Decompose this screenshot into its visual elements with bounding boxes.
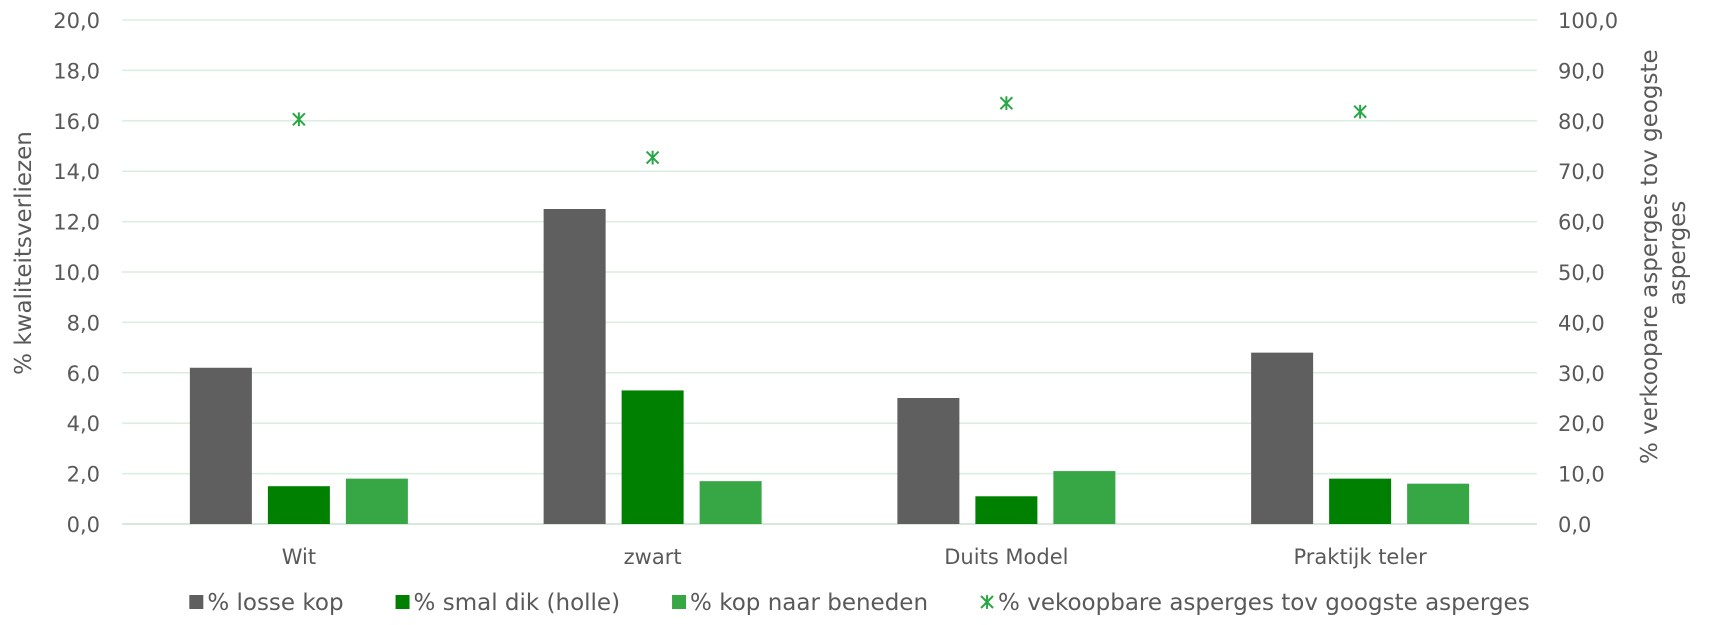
bar [1407, 483, 1470, 524]
legend: % losse kop % smal dik (holle) % kop naar … [189, 590, 1530, 616]
category-label: Duits Model [944, 545, 1068, 569]
right-tick-label: 80,0 [1558, 110, 1605, 134]
left-axis-ticks: 0,0 2,0 4,0 6,0 8,0 10,0 12,0 14,0 16,0 18,0 20,0 [53, 9, 100, 537]
left-tick-label: 10,0 [53, 261, 100, 285]
right-axis-title-line-1: % verkoopare asperges tov geogste [1637, 49, 1663, 464]
right-tick-label: 60,0 [1558, 211, 1605, 235]
right-tick-label: 0,0 [1558, 513, 1591, 537]
right-tick-label: 50,0 [1558, 261, 1605, 285]
bar [975, 496, 1038, 524]
category-labels: Wit zwart Duits Model Praktijk teler [282, 545, 1427, 569]
category-label: Praktijk teler [1294, 545, 1428, 569]
bar [345, 478, 408, 524]
right-tick-label: 70,0 [1558, 160, 1605, 184]
legend-swatch [980, 595, 994, 609]
right-axis-title-line-2: asperges [1665, 201, 1691, 306]
right-tick-label: 30,0 [1558, 362, 1605, 386]
bar [267, 486, 330, 524]
left-tick-label: 12,0 [53, 211, 100, 235]
legend-label: % losse kop [207, 590, 343, 616]
left-tick-label: 20,0 [53, 9, 100, 33]
right-tick-label: 100,0 [1558, 9, 1618, 33]
bar [189, 367, 252, 524]
scatter-marks [292, 96, 1367, 165]
left-axis-title: % kwaliteitsverliezen [11, 131, 37, 375]
bar [1251, 352, 1314, 524]
scatter-point [1353, 104, 1367, 119]
right-tick-label: 10,0 [1558, 463, 1605, 487]
bar [699, 481, 762, 524]
category-label: zwart [624, 545, 682, 569]
left-tick-label: 6,0 [67, 362, 100, 386]
scatter-point [999, 96, 1014, 111]
bar [621, 390, 684, 524]
left-tick-label: 14,0 [53, 160, 100, 184]
bar [897, 398, 960, 524]
legend-swatch [395, 595, 410, 609]
right-tick-label: 20,0 [1558, 412, 1605, 436]
scatter-point [645, 150, 660, 165]
category-label: Wit [282, 545, 316, 569]
right-tick-label: 90,0 [1558, 59, 1605, 83]
gridlines [122, 19, 1537, 525]
left-tick-label: 0,0 [67, 513, 100, 537]
scatter-point [292, 112, 306, 127]
bar [1053, 471, 1116, 524]
left-tick-label: 2,0 [67, 463, 100, 487]
right-axis-title: % verkoopare asperges tov geogste asperg… [1637, 42, 1691, 464]
left-tick-label: 18,0 [53, 59, 100, 83]
bar [543, 209, 606, 524]
left-tick-label: 4,0 [67, 412, 100, 436]
legend-swatch [672, 595, 687, 609]
right-tick-label: 40,0 [1558, 311, 1605, 335]
legend-swatch [189, 595, 204, 609]
right-axis-ticks: 0,0 10,0 20,0 30,0 40,0 50,0 60,0 70,0 80,0 90,0 1… [1558, 9, 1618, 537]
left-tick-label: 8,0 [67, 311, 100, 335]
legend-label: % vekoopbare asperges tov googste asperg… [998, 590, 1530, 616]
bar [1329, 478, 1392, 524]
legend-label: % kop naar beneden [690, 590, 928, 616]
legend-label: % smal dik (holle) [414, 590, 621, 616]
bar-marks [189, 209, 1470, 524]
left-tick-label: 16,0 [53, 110, 100, 134]
